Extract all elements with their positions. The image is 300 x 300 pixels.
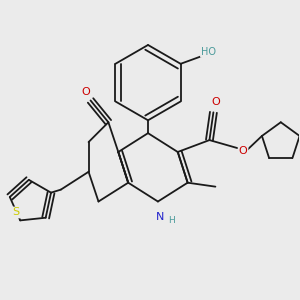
Text: H: H	[168, 216, 175, 225]
Text: O: O	[239, 146, 248, 156]
Text: N: N	[156, 212, 164, 222]
Text: HO: HO	[201, 47, 216, 57]
Text: S: S	[13, 208, 20, 218]
Text: O: O	[81, 86, 90, 97]
Text: O: O	[211, 98, 220, 107]
